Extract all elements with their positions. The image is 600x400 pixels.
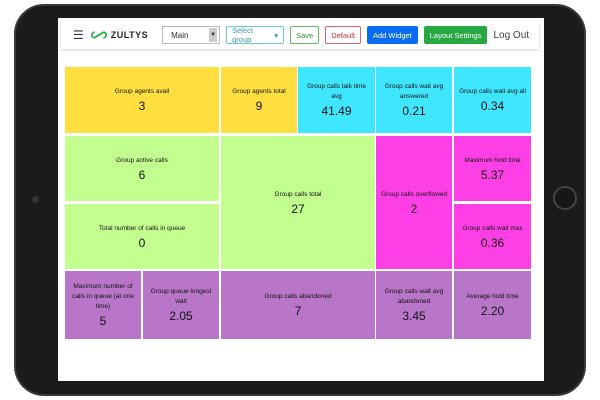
widget-tile[interactable]: Group calls abandoned 7 bbox=[221, 271, 375, 339]
caret-down-icon: ▾ bbox=[274, 30, 279, 40]
widget-value: 9 bbox=[255, 99, 263, 113]
widget-tile[interactable]: Group calls total 27 bbox=[221, 136, 375, 269]
widget-value: 0.21 bbox=[402, 104, 426, 118]
logo: ZULTYS bbox=[90, 30, 148, 40]
widget-label: Group calls wait avg all bbox=[459, 88, 526, 95]
widget-tile[interactable]: Group calls talk time avg 41.49 bbox=[298, 67, 375, 133]
widget-label: Maximum number of calls in queue (at one… bbox=[72, 283, 134, 310]
widget-tile[interactable]: Group calls wait avg abandoned 3.45 bbox=[376, 271, 452, 339]
widget-value: 0.36 bbox=[480, 235, 505, 250]
widget-value: 27 bbox=[291, 201, 305, 216]
widget-value: 0.34 bbox=[480, 99, 505, 113]
widget-tile[interactable]: Maximum hold time 5.37 bbox=[454, 136, 531, 201]
widget-tile[interactable]: Group agents total 9 bbox=[221, 67, 297, 133]
view-select-value: Main bbox=[171, 30, 189, 40]
widget-value: 2 bbox=[410, 201, 418, 216]
default-button[interactable]: Default bbox=[325, 26, 361, 44]
hamburger-menu-icon[interactable]: ☰ bbox=[73, 28, 84, 42]
widget-label: Group queue longest wait bbox=[150, 288, 212, 305]
camera-icon bbox=[32, 196, 39, 203]
widget-tile[interactable]: Group calls wait avg answered 0.21 bbox=[376, 67, 452, 133]
widget-value: 5 bbox=[99, 314, 107, 328]
widget-label: Group calls wait avg abandoned bbox=[384, 288, 444, 305]
add-widget-button[interactable]: Add Widget bbox=[366, 26, 418, 44]
widget-tile[interactable]: Group active calls 6 bbox=[65, 136, 219, 201]
toolbar: ☰ ZULTYS Main ▼ Select group ▾ Save Defau… bbox=[61, 21, 539, 49]
zultys-logo-icon bbox=[90, 31, 107, 39]
view-select[interactable]: Main ▼ bbox=[162, 26, 221, 44]
widget-label: Maximum hold time bbox=[464, 156, 521, 164]
widget-label: Group calls wait max bbox=[462, 224, 523, 232]
widget-tile[interactable]: Group calls wait avg all 0.34 bbox=[454, 67, 531, 133]
logout-link[interactable]: Log Out bbox=[493, 29, 530, 41]
widget-tile[interactable]: Group calls overflowed 2 bbox=[376, 136, 452, 269]
widget-label: Group calls wait avg answered bbox=[384, 83, 444, 100]
widget-label: Group calls abandoned bbox=[264, 293, 332, 300]
select-group-label: Select group bbox=[232, 26, 253, 44]
brand-name: ZULTYS bbox=[110, 30, 149, 40]
widget-tile[interactable]: Group agents avail 3 bbox=[65, 67, 219, 133]
widget-label: Group agents avail bbox=[114, 88, 170, 95]
widget-value: 0 bbox=[138, 235, 146, 250]
widget-tile[interactable]: Average hold time 2.20 bbox=[454, 271, 531, 339]
widget-label: Group calls talk time avg bbox=[307, 83, 366, 100]
widget-label: Total number of calls in queue bbox=[98, 224, 186, 232]
widget-label: Average hold time bbox=[466, 293, 519, 300]
widget-value: 3.45 bbox=[402, 309, 426, 323]
select-group-dropdown[interactable]: Select group ▾ bbox=[226, 26, 285, 44]
widget-tile[interactable]: Total number of calls in queue 0 bbox=[65, 204, 219, 269]
widget-label: Group agents total bbox=[232, 88, 286, 95]
save-button[interactable]: Save bbox=[290, 26, 320, 44]
widget-tile[interactable]: Group calls wait max 0.36 bbox=[454, 204, 531, 269]
widget-value: 7 bbox=[294, 304, 302, 318]
chevron-down-icon: ▼ bbox=[209, 28, 218, 42]
widget-value: 41.49 bbox=[321, 104, 352, 118]
widget-tile[interactable]: Group queue longest wait 2.05 bbox=[143, 271, 219, 339]
widget-value: 3 bbox=[138, 99, 146, 113]
layout-settings-button[interactable]: Layout Settings bbox=[423, 26, 488, 44]
widget-value: 6 bbox=[138, 167, 146, 182]
widget-value: 2.20 bbox=[480, 304, 505, 318]
widget-tile[interactable]: Maximum number of calls in queue (at one… bbox=[65, 271, 141, 339]
widget-label: Group calls total bbox=[274, 190, 322, 198]
widget-value: 2.05 bbox=[169, 309, 193, 323]
widget-label: Group active calls bbox=[116, 156, 168, 164]
home-button[interactable] bbox=[553, 186, 577, 210]
widget-value: 5.37 bbox=[480, 167, 505, 182]
widget-label: Group calls overflowed bbox=[380, 190, 448, 198]
